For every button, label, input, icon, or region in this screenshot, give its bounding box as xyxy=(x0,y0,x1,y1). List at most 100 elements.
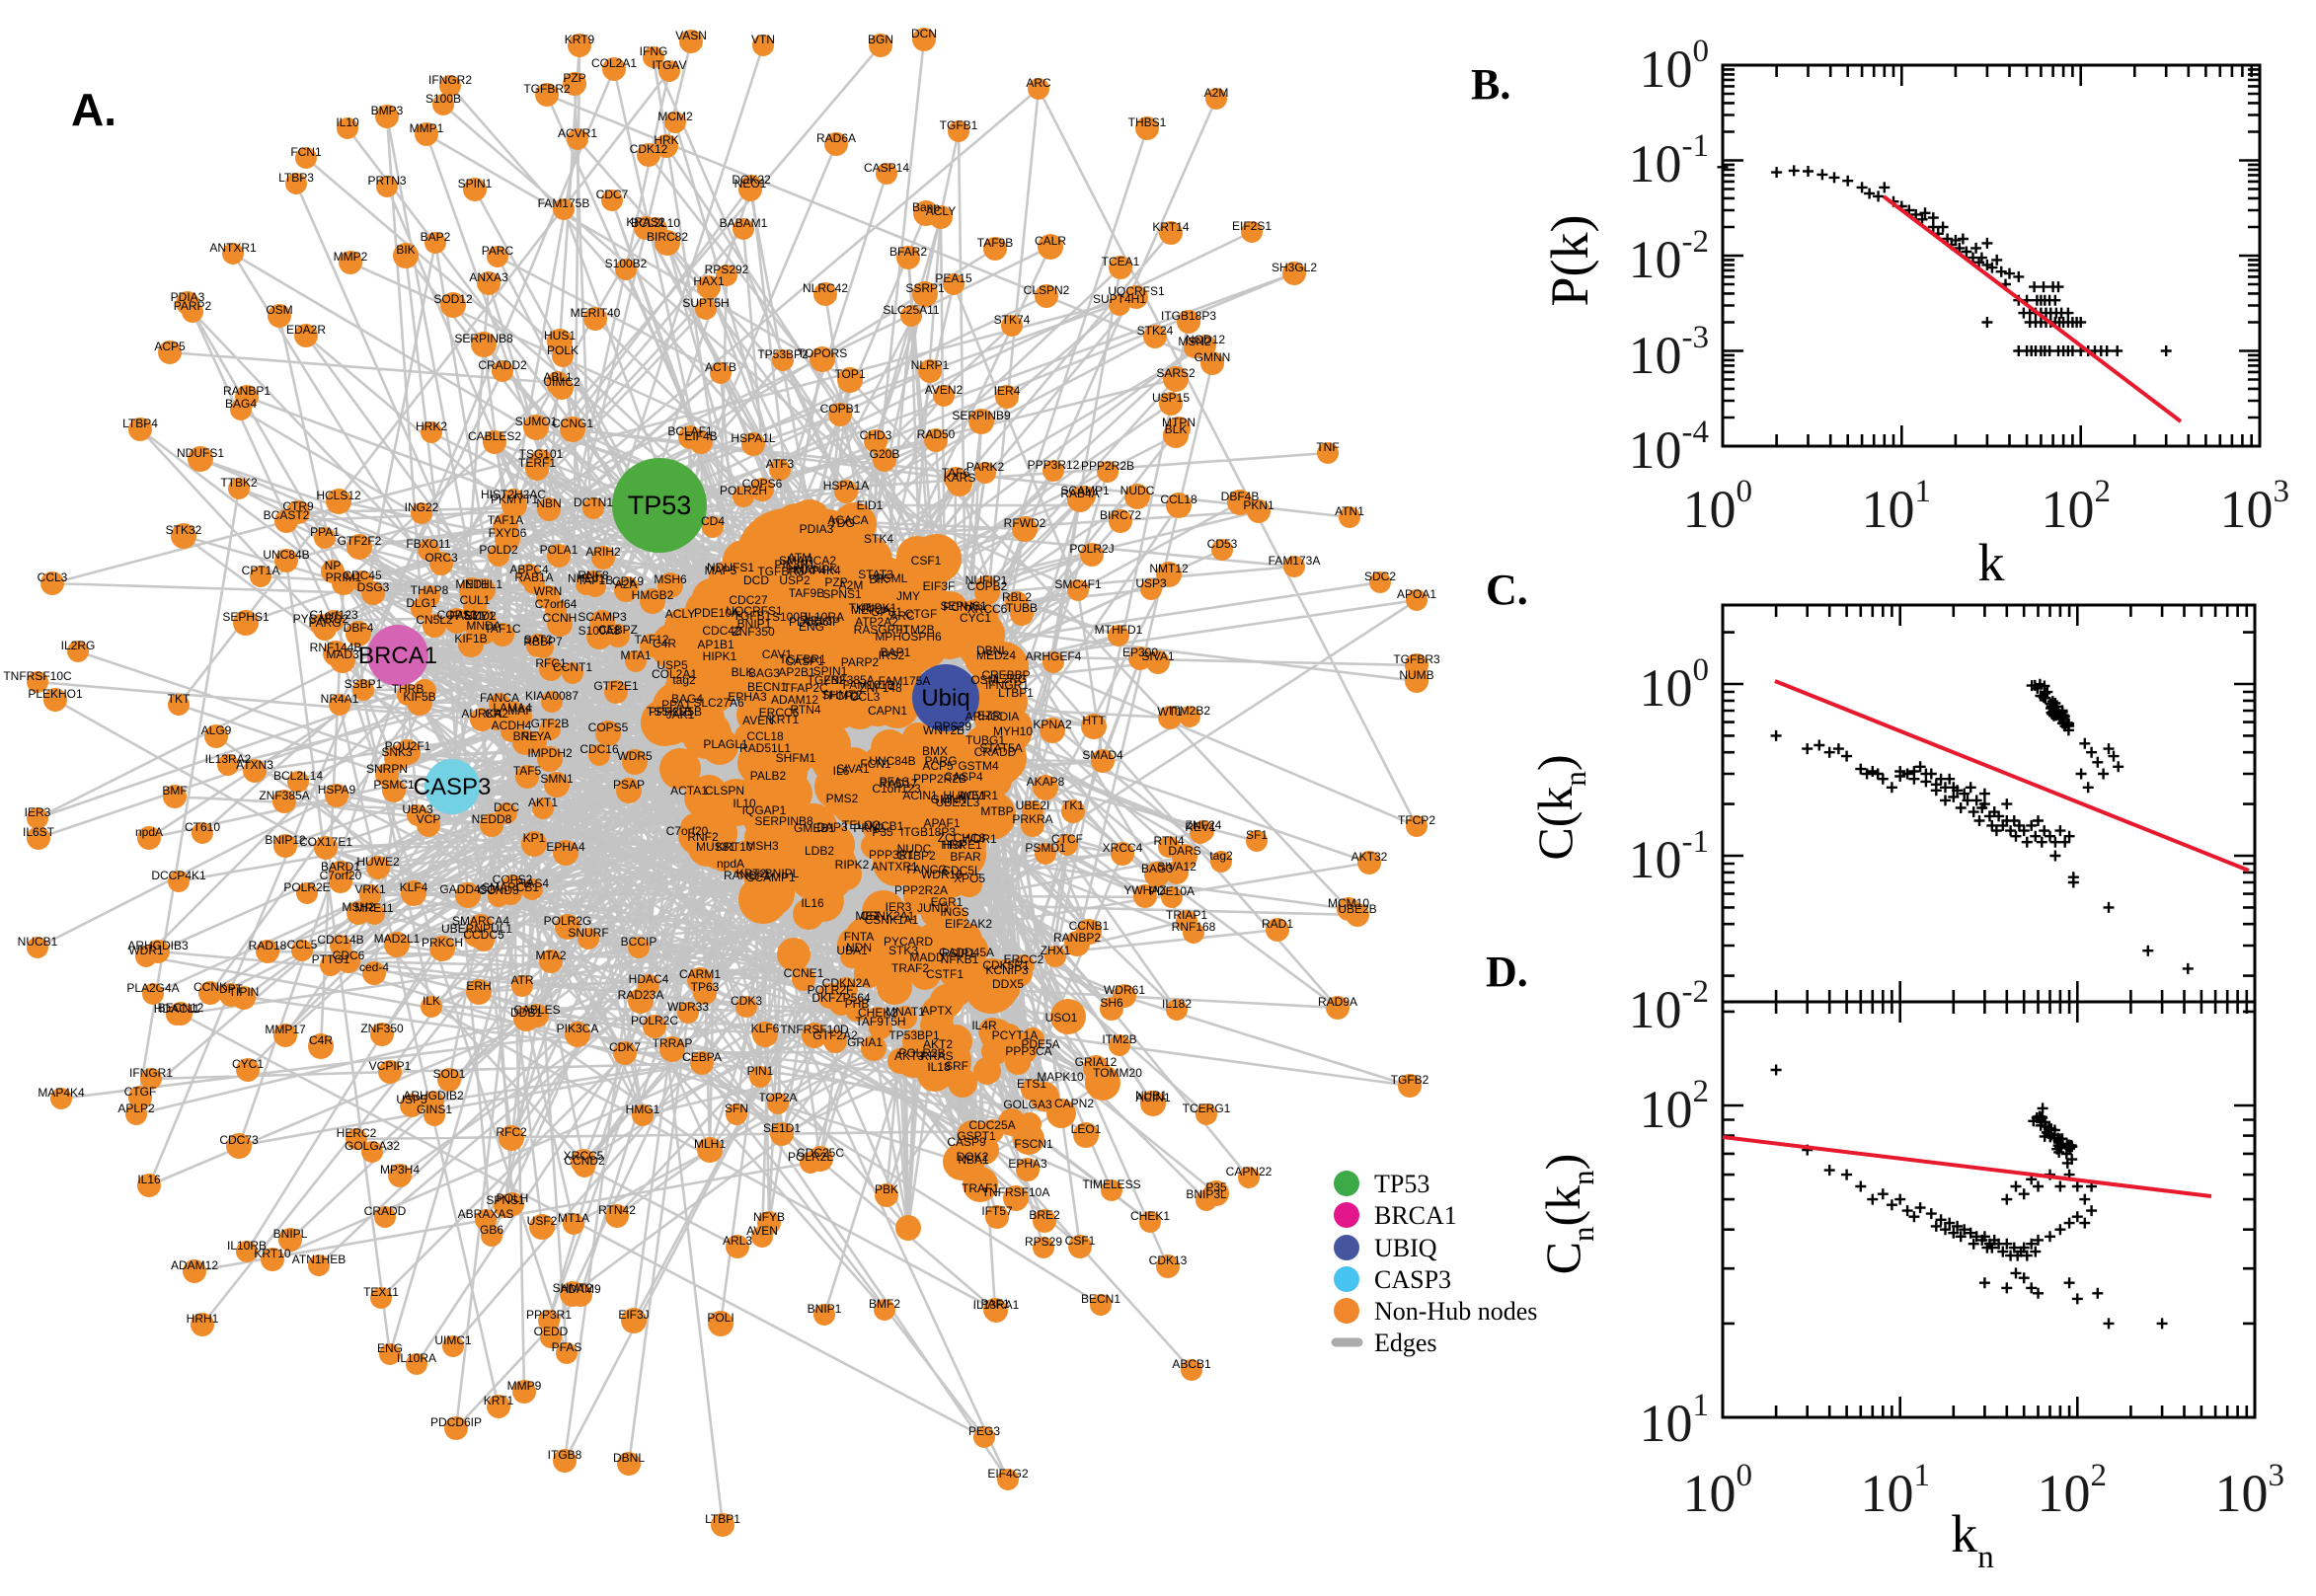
svg-text:GADD45A: GADD45A xyxy=(939,946,994,959)
svg-text:FAM101B: FAM101B xyxy=(843,678,895,692)
svg-text:VASN: VASN xyxy=(675,29,707,42)
svg-text:CASP3: CASP3 xyxy=(1374,1265,1451,1294)
svg-text:MNDA: MNDA xyxy=(466,619,501,633)
svg-text:BAP2: BAP2 xyxy=(421,230,451,244)
svg-text:ACIN1: ACIN1 xyxy=(902,789,938,802)
svg-text:PEA15: PEA15 xyxy=(935,271,972,285)
svg-text:TCERG1: TCERG1 xyxy=(1183,1102,1231,1115)
svg-text:IFT57: IFT57 xyxy=(981,1204,1013,1218)
svg-text:DDB1: DDB1 xyxy=(510,1006,542,1020)
svg-text:ENG: ENG xyxy=(377,1341,403,1355)
svg-text:PKMYT1: PKMYT1 xyxy=(491,493,538,506)
svg-text:C1orf123: C1orf123 xyxy=(872,782,921,796)
svg-text:IL10RA: IL10RA xyxy=(397,1351,436,1365)
svg-text:ARL3: ARL3 xyxy=(803,614,832,628)
svg-text:SNK3: SNK3 xyxy=(381,745,413,759)
svg-text:NBA1: NBA1 xyxy=(958,1153,989,1167)
svg-text:HUWE1: HUWE1 xyxy=(943,789,986,802)
svg-text:SIVA12: SIVA12 xyxy=(1157,860,1197,874)
svg-text:POLK: POLK xyxy=(547,343,579,357)
svg-text:ARC: ARC xyxy=(1026,76,1051,90)
svg-text:C1orf123: C1orf123 xyxy=(309,608,358,622)
svg-text:ITGB18P3: ITGB18P3 xyxy=(900,825,956,839)
svg-text:B.: B. xyxy=(1471,60,1510,109)
svg-text:ATR: ATR xyxy=(510,973,533,987)
svg-text:CSNK1A1: CSNK1A1 xyxy=(865,913,919,927)
svg-text:ARHGDIA: ARHGDIA xyxy=(965,710,1020,723)
svg-text:APLP2: APLP2 xyxy=(117,1102,155,1115)
svg-text:PRKRA: PRKRA xyxy=(1012,812,1052,826)
svg-text:ATN1HEB: ATN1HEB xyxy=(292,1253,346,1266)
svg-text:BRCA1: BRCA1 xyxy=(358,643,437,669)
svg-text:C4R: C4R xyxy=(309,1033,333,1047)
svg-text:UBE2B: UBE2B xyxy=(1338,902,1376,916)
svg-text:SFN: SFN xyxy=(725,1102,748,1115)
svg-text:MRE11: MRE11 xyxy=(354,901,393,915)
svg-text:BNIPL: BNIPL xyxy=(765,867,800,880)
svg-text:ITM2B: ITM2B xyxy=(899,623,934,637)
svg-text:VCPIP1: VCPIP1 xyxy=(369,1059,412,1073)
svg-text:MAP4K4: MAP4K4 xyxy=(38,1086,85,1100)
svg-text:MAP4K4: MAP4K4 xyxy=(794,564,841,577)
svg-text:APOA1: APOA1 xyxy=(1397,587,1436,601)
svg-text:VCP: VCP xyxy=(417,812,441,826)
svg-text:USO1: USO1 xyxy=(1045,1011,1078,1025)
svg-text:MYH10: MYH10 xyxy=(993,724,1033,738)
svg-text:ABCB1: ABCB1 xyxy=(1172,1357,1211,1371)
svg-text:SSRP1: SSRP1 xyxy=(905,281,945,295)
svg-text:PEG3: PEG3 xyxy=(968,1424,1000,1438)
svg-text:TCEA1: TCEA1 xyxy=(1102,255,1140,268)
svg-text:FSCN1: FSCN1 xyxy=(1014,1137,1053,1151)
svg-text:MMP9: MMP9 xyxy=(507,1379,542,1393)
svg-text:C7orf20: C7orf20 xyxy=(666,824,709,838)
svg-text:ARHGDIB3: ARHGDIB3 xyxy=(127,939,189,952)
svg-text:BCAST2: BCAST2 xyxy=(264,508,310,522)
svg-text:CCND3: CCND3 xyxy=(478,883,519,897)
svg-text:THRB: THRB xyxy=(392,682,425,696)
svg-text:PSAP: PSAP xyxy=(613,778,645,792)
svg-text:HMGB2: HMGB2 xyxy=(632,588,674,602)
svg-text:TAF1B: TAF1B xyxy=(578,573,613,587)
svg-text:UBA1: UBA1 xyxy=(836,944,868,957)
svg-text:LDB2: LDB2 xyxy=(805,844,834,858)
svg-text:MADD: MADD xyxy=(909,950,945,964)
svg-text:ERH: ERH xyxy=(466,979,491,993)
svg-text:GRIA1: GRIA1 xyxy=(847,1035,883,1049)
svg-text:MAD2L1: MAD2L1 xyxy=(374,932,421,946)
svg-text:CTR9: CTR9 xyxy=(282,499,314,513)
svg-text:TOPORS: TOPORS xyxy=(798,346,847,360)
svg-text:TP53: TP53 xyxy=(1374,1170,1429,1198)
svg-text:103: 103 xyxy=(2220,474,2290,539)
svg-text:STK4: STK4 xyxy=(864,532,893,546)
svg-text:PSML: PSML xyxy=(876,571,908,585)
svg-text:GTF2B: GTF2B xyxy=(531,717,570,730)
svg-text:CD53: CD53 xyxy=(1207,537,1238,551)
svg-text:ACVR1: ACVR1 xyxy=(558,126,597,140)
svg-text:RIPK2: RIPK2 xyxy=(835,858,870,872)
svg-text:PPP2R2A: PPP2R2A xyxy=(894,883,948,897)
svg-text:BMF: BMF xyxy=(162,784,187,798)
svg-text:MMP1: MMP1 xyxy=(410,121,444,135)
svg-text:MTHFD1: MTHFD1 xyxy=(1095,623,1143,637)
svg-text:PALB2: PALB2 xyxy=(750,769,787,783)
svg-text:ELL: ELL xyxy=(464,609,486,623)
svg-text:JUND: JUND xyxy=(917,901,949,915)
svg-text:TFAP2C: TFAP2C xyxy=(783,681,828,695)
svg-text:IL13RA2: IL13RA2 xyxy=(205,752,252,766)
svg-text:BMX: BMX xyxy=(922,744,948,758)
svg-text:UQCRFS1: UQCRFS1 xyxy=(726,604,783,618)
svg-text:COPS3: COPS3 xyxy=(437,608,478,622)
svg-text:BIRC82: BIRC82 xyxy=(647,230,688,244)
svg-text:BMP3: BMP3 xyxy=(371,104,404,117)
svg-text:ACP5: ACP5 xyxy=(922,759,954,773)
svg-text:CCL18: CCL18 xyxy=(746,729,784,743)
svg-text:MSH3: MSH3 xyxy=(745,839,779,853)
svg-text:PLAGL1: PLAGL1 xyxy=(703,737,748,751)
svg-text:COX17E1: COX17E1 xyxy=(299,835,352,849)
svg-text:MLH1: MLH1 xyxy=(694,1137,726,1151)
svg-text:RAD23A: RAD23A xyxy=(618,988,664,1002)
svg-text:PAF1: PAF1 xyxy=(980,1297,1009,1311)
svg-text:UQCRFS1: UQCRFS1 xyxy=(1108,284,1165,298)
svg-text:USF2: USF2 xyxy=(527,1214,558,1228)
svg-text:NFYA: NFYA xyxy=(520,729,551,743)
